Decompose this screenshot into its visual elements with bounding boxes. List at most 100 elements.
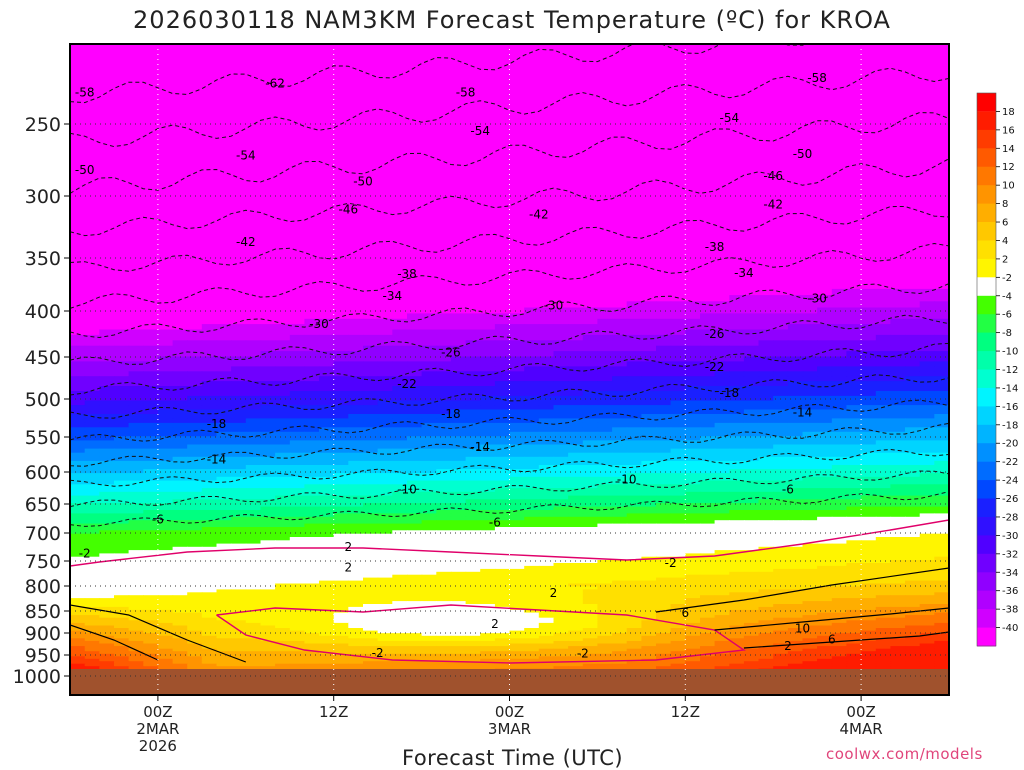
field-cell <box>875 503 892 508</box>
field-cell <box>231 48 247 58</box>
field-cell <box>656 48 672 58</box>
field-cell <box>846 301 862 309</box>
field-cell <box>773 356 789 363</box>
field-cell <box>670 82 686 92</box>
field-cell <box>216 510 232 514</box>
field-cell <box>568 345 584 352</box>
field-cell <box>304 491 320 497</box>
field-cell <box>509 90 525 100</box>
field-cell <box>450 175 467 184</box>
field-cell <box>245 476 262 482</box>
field-cell <box>743 228 760 237</box>
field-cell <box>831 132 848 142</box>
field-cell <box>875 313 892 320</box>
field-cell <box>626 236 642 244</box>
field-cell <box>450 158 467 168</box>
field-cell <box>553 473 569 478</box>
field-cell <box>216 257 232 265</box>
field-cell <box>626 460 642 466</box>
field-cell <box>260 334 276 341</box>
field-cell <box>846 116 862 125</box>
field-cell <box>817 214 833 223</box>
field-cell <box>641 480 657 485</box>
field-cell <box>582 334 599 341</box>
field-cell <box>333 491 349 497</box>
field-cell <box>275 166 291 176</box>
field-cell <box>289 141 306 151</box>
field-cell <box>70 318 86 325</box>
field-cell <box>919 356 935 363</box>
field-cell <box>114 301 130 309</box>
field-cell <box>597 371 613 377</box>
field-cell <box>304 116 320 125</box>
field-cell <box>275 391 291 397</box>
field-cell <box>363 257 379 265</box>
field-cell <box>480 228 496 237</box>
field-cell <box>201 503 218 508</box>
field-cell <box>260 409 276 415</box>
field-cell <box>363 175 379 184</box>
field-cell <box>201 56 218 66</box>
field-cell <box>538 440 555 446</box>
field-cell <box>480 250 496 259</box>
field-cell <box>304 484 320 489</box>
field-cell <box>758 116 774 125</box>
field-cell <box>846 444 862 450</box>
field-cell <box>450 313 467 320</box>
field-cell <box>803 32 818 41</box>
field-cell <box>231 452 247 458</box>
field-cell <box>216 381 232 387</box>
field-cell <box>377 506 393 511</box>
field-cell <box>538 166 555 176</box>
field-cell <box>143 495 159 500</box>
field-cell <box>758 491 774 497</box>
field-cell <box>641 329 657 336</box>
field-cell <box>363 214 379 223</box>
field-cell <box>99 484 115 489</box>
field-cell <box>157 199 174 208</box>
field-cell <box>494 345 511 352</box>
field-cell <box>627 32 642 41</box>
field-cell <box>480 116 496 125</box>
field-cell <box>392 149 408 159</box>
field-cell <box>773 436 789 441</box>
field-cell <box>802 257 818 265</box>
field-cell <box>568 460 584 466</box>
field-cell <box>846 243 862 252</box>
field-cell <box>685 307 701 314</box>
field-cell <box>377 431 393 437</box>
field-cell <box>465 243 481 252</box>
field-cell <box>450 405 467 411</box>
field-cell <box>275 276 291 284</box>
field-cell <box>817 107 833 117</box>
field-cell <box>494 257 511 265</box>
field-cell <box>831 65 848 75</box>
field-cell <box>421 499 437 504</box>
field-cell <box>934 414 949 420</box>
field-cell <box>787 301 804 309</box>
field-cell <box>172 166 188 176</box>
field-cell <box>905 73 921 83</box>
field-cell <box>157 431 174 437</box>
field-cell <box>934 356 949 363</box>
field-cell <box>275 503 291 508</box>
field-cell <box>450 409 467 415</box>
field-cell <box>363 422 379 428</box>
field-cell <box>99 158 115 168</box>
field-cell <box>157 366 174 372</box>
field-cell <box>714 250 730 259</box>
field-cell <box>758 409 774 415</box>
field-cell <box>875 491 892 497</box>
field-cell <box>685 288 701 296</box>
field-cell <box>99 366 115 372</box>
field-cell <box>289 228 306 237</box>
field-cell <box>128 510 144 514</box>
field-cell <box>861 414 877 420</box>
field-cell <box>861 469 877 474</box>
field-cell <box>494 295 511 302</box>
field-cell <box>919 175 935 184</box>
field-cell <box>494 476 511 482</box>
field-cell <box>99 214 115 223</box>
field-cell <box>201 250 218 259</box>
field-cell <box>114 386 130 392</box>
